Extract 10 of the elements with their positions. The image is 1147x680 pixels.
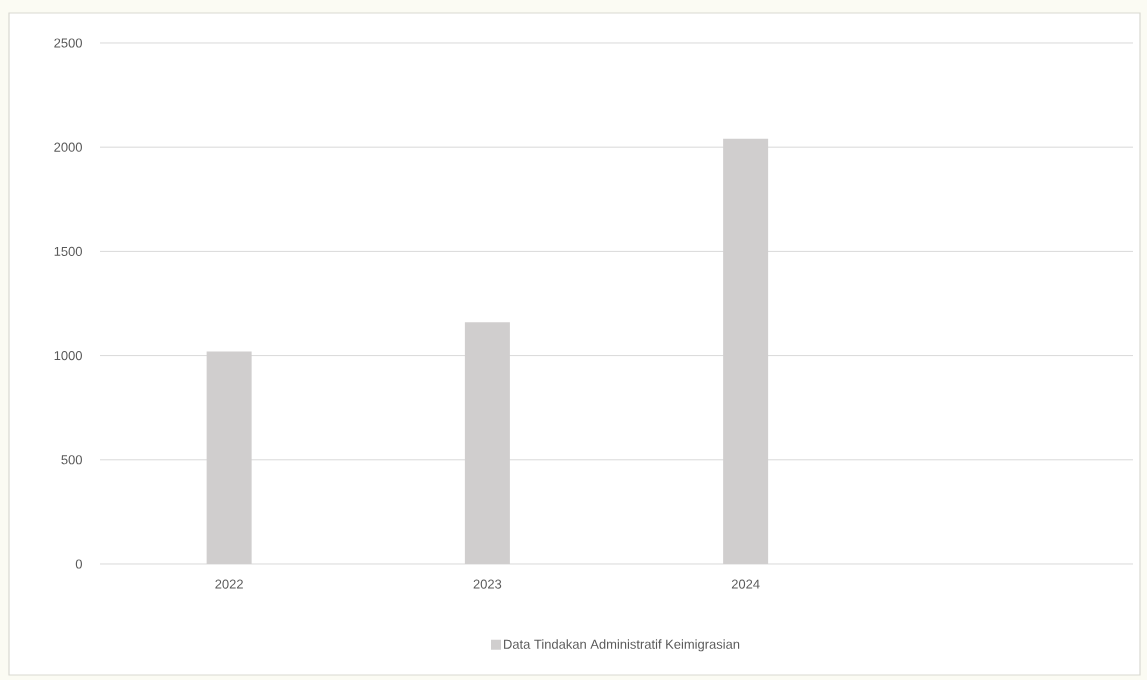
y-tick-label: 2500 — [54, 38, 82, 48]
x-tick-label: 2024 — [731, 579, 760, 589]
legend-label: Data Tindakan Administratif Keimigrasian — [504, 639, 740, 652]
y-tick-label: 1500 — [54, 246, 82, 256]
y-tick-label: 500 — [61, 455, 82, 465]
x-tick-label: 2022 — [215, 579, 243, 589]
y-tick-label: 2000 — [54, 142, 82, 152]
y-tick-label: 0 — [75, 559, 82, 569]
x-tick-label: 2023 — [473, 579, 502, 589]
y-tick-label: 1000 — [54, 351, 82, 361]
